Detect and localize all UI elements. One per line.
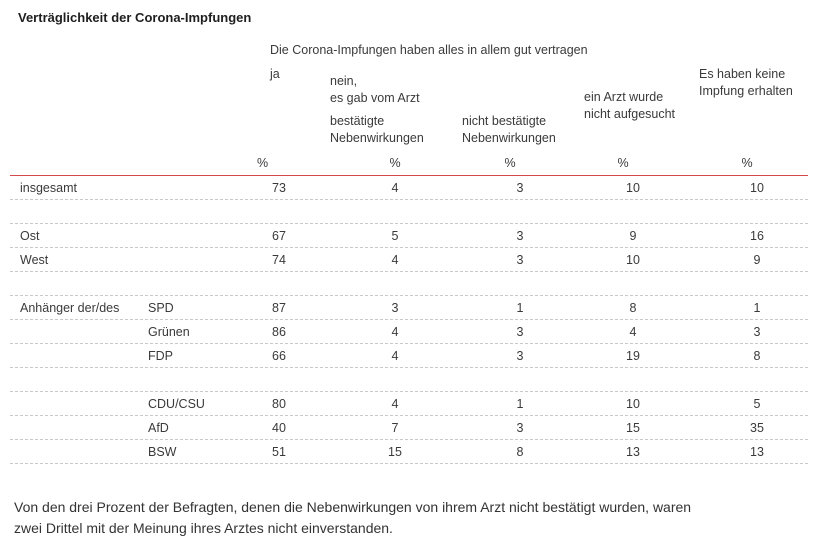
value-arzt: 13 bbox=[626, 445, 640, 459]
row-party: FDP bbox=[148, 349, 173, 363]
col-header-arzt-l2: nicht aufgesucht bbox=[584, 107, 676, 121]
value-arzt: 8 bbox=[629, 301, 637, 315]
value-keine: 3 bbox=[753, 325, 761, 339]
value-keine: 10 bbox=[750, 181, 764, 195]
row-party: SPD bbox=[148, 301, 174, 315]
col-header-nicht-bestaetigt-l2: Nebenwirkungen bbox=[462, 131, 556, 145]
value-bestaetigt: 3 bbox=[391, 301, 399, 315]
table-row: AfD 40 7 3 15 35 bbox=[10, 416, 808, 440]
table-row: Ost 67 5 3 9 16 bbox=[10, 224, 808, 248]
col-header-keine: Es haben keine Impfung erhalten bbox=[699, 66, 793, 100]
value-arzt: 15 bbox=[626, 421, 640, 435]
value-bestaetigt: 4 bbox=[391, 181, 399, 195]
row-label: Ost bbox=[20, 229, 40, 243]
value-bestaetigt: 4 bbox=[391, 325, 399, 339]
col-header-nein: nein, bbox=[330, 74, 358, 88]
table-row: insgesamt 73 4 3 10 10 bbox=[10, 176, 808, 200]
value-bestaetigt: 4 bbox=[391, 253, 399, 267]
header-divider bbox=[10, 175, 808, 176]
value-ja: 40 bbox=[272, 421, 286, 435]
col-header-arzt: ein Arzt wurde nicht aufgesucht bbox=[584, 89, 675, 123]
value-arzt: 10 bbox=[626, 253, 640, 267]
table-row bbox=[10, 368, 808, 392]
value-keine: 8 bbox=[753, 349, 761, 363]
col-header-bestaetigt: bestätigte Nebenwirkungen bbox=[330, 113, 424, 147]
value-ja: 67 bbox=[272, 229, 286, 243]
col-header-keine-l2: Impfung erhalten bbox=[699, 84, 793, 98]
unit-ja: % bbox=[257, 156, 269, 170]
table-row: Anhänger der/des SPD 87 3 1 8 1 bbox=[10, 296, 808, 320]
col-header-nicht-bestaetigt-l1: nicht bestätigte bbox=[462, 114, 547, 128]
value-nicht-bestaetigt: 3 bbox=[516, 325, 524, 339]
value-ja: 87 bbox=[272, 301, 286, 315]
table-row: West 74 4 3 10 9 bbox=[10, 248, 808, 272]
table-row: CDU/CSU 80 4 1 10 5 bbox=[10, 392, 808, 416]
value-bestaetigt: 7 bbox=[391, 421, 399, 435]
col-header-arzt-l1: ein Arzt wurde bbox=[584, 90, 664, 104]
value-bestaetigt: 5 bbox=[391, 229, 399, 243]
col-header-ja: ja bbox=[270, 67, 280, 81]
row-label: insgesamt bbox=[20, 181, 77, 195]
value-arzt: 4 bbox=[629, 325, 637, 339]
value-nicht-bestaetigt: 3 bbox=[516, 349, 524, 363]
row-party: BSW bbox=[148, 445, 177, 459]
unit-bestaetigt: % bbox=[389, 156, 401, 170]
value-keine: 9 bbox=[753, 253, 761, 267]
col-header-keine-l1: Es haben keine bbox=[699, 67, 786, 81]
unit-keine: % bbox=[741, 156, 753, 170]
value-nicht-bestaetigt: 3 bbox=[516, 181, 524, 195]
value-ja: 51 bbox=[272, 445, 286, 459]
value-keine: 1 bbox=[753, 301, 761, 315]
value-arzt: 10 bbox=[626, 181, 640, 195]
value-bestaetigt: 4 bbox=[391, 349, 399, 363]
value-nicht-bestaetigt: 1 bbox=[516, 301, 524, 315]
value-ja: 86 bbox=[272, 325, 286, 339]
value-nicht-bestaetigt: 3 bbox=[516, 229, 524, 243]
row-party: Grünen bbox=[148, 325, 190, 339]
value-nicht-bestaetigt: 8 bbox=[516, 445, 524, 459]
row-label: Anhänger der/des bbox=[20, 301, 120, 315]
value-keine: 5 bbox=[753, 397, 761, 411]
value-keine: 35 bbox=[750, 421, 764, 435]
table-row: FDP 66 4 3 19 8 bbox=[10, 344, 808, 368]
unit-arzt: % bbox=[617, 156, 629, 170]
unit-nicht-bestaetigt: % bbox=[504, 156, 516, 170]
value-keine: 16 bbox=[750, 229, 764, 243]
value-nicht-bestaetigt: 3 bbox=[516, 421, 524, 435]
value-ja: 73 bbox=[272, 181, 286, 195]
col-header-bestaetigt-l2: Nebenwirkungen bbox=[330, 131, 424, 145]
table-row: BSW 51 15 8 13 13 bbox=[10, 440, 808, 464]
row-label: West bbox=[20, 253, 49, 267]
table-row bbox=[10, 200, 808, 224]
value-bestaetigt: 15 bbox=[388, 445, 402, 459]
table-row: Grünen 86 4 3 4 3 bbox=[10, 320, 808, 344]
table-row bbox=[10, 272, 808, 296]
value-nicht-bestaetigt: 3 bbox=[516, 253, 524, 267]
table-title: Verträglichkeit der Corona-Impfungen bbox=[18, 10, 252, 25]
col-header-nein-sub: es gab vom Arzt bbox=[330, 91, 420, 105]
group-header: Die Corona-Impfungen haben alles in alle… bbox=[270, 43, 588, 57]
value-ja: 80 bbox=[272, 397, 286, 411]
value-keine: 13 bbox=[750, 445, 764, 459]
value-arzt: 9 bbox=[629, 229, 637, 243]
value-ja: 66 bbox=[272, 349, 286, 363]
row-party: AfD bbox=[148, 421, 169, 435]
footnote: Von den drei Prozent der Befragten, dene… bbox=[14, 499, 692, 536]
col-header-nicht-bestaetigt: nicht bestätigte Nebenwirkungen bbox=[462, 113, 556, 147]
value-arzt: 10 bbox=[626, 397, 640, 411]
value-arzt: 19 bbox=[626, 349, 640, 363]
col-header-bestaetigt-l1: bestätigte bbox=[330, 114, 385, 128]
value-nicht-bestaetigt: 1 bbox=[516, 397, 524, 411]
value-ja: 74 bbox=[272, 253, 286, 267]
row-party: CDU/CSU bbox=[148, 397, 205, 411]
value-bestaetigt: 4 bbox=[391, 397, 399, 411]
